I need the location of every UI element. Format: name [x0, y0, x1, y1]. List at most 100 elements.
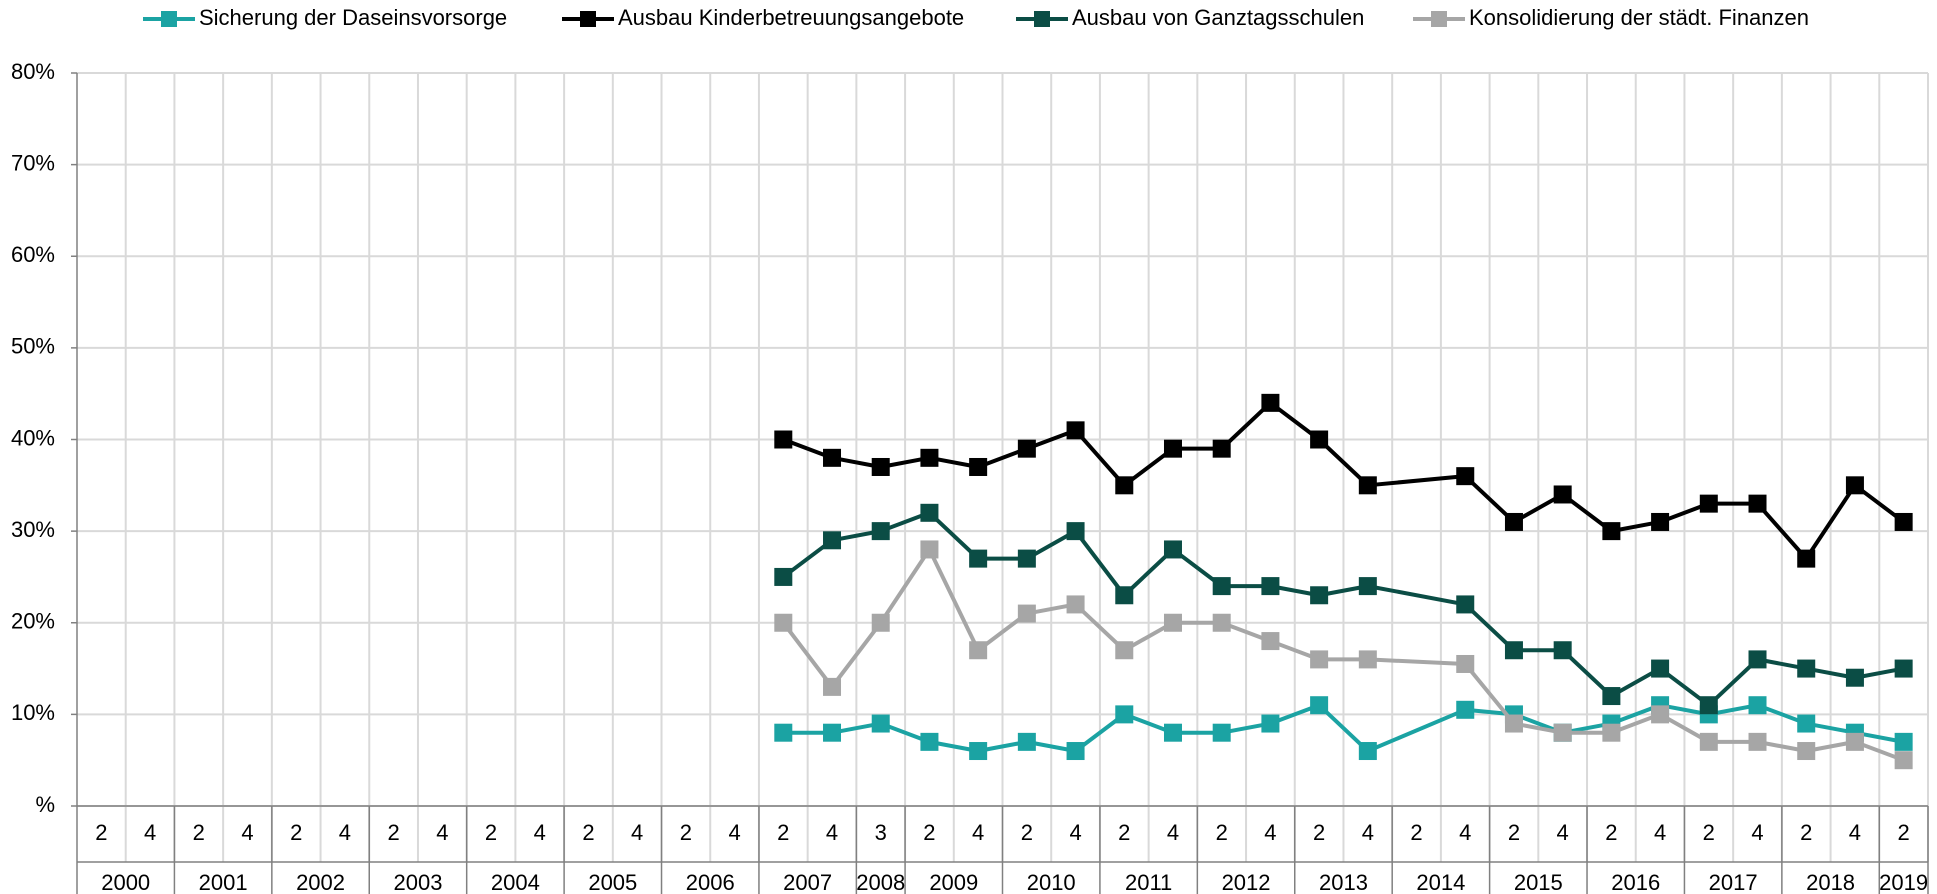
marker: [1261, 632, 1280, 651]
marker: [1115, 641, 1134, 660]
x-tick-label: 2: [582, 820, 594, 845]
year-label: 2002: [296, 870, 345, 894]
marker: [823, 448, 842, 467]
x-tick-label: 2: [387, 820, 399, 845]
marker: [1261, 577, 1280, 596]
y-tick-label: 40%: [11, 425, 55, 450]
marker: [1748, 696, 1767, 715]
marker: [774, 567, 793, 586]
y-tick-label: %: [35, 792, 55, 817]
marker: [1310, 696, 1329, 715]
marker: [1212, 577, 1231, 596]
marker: [1115, 476, 1134, 495]
marker: [1456, 700, 1475, 719]
x-tick-label: 2: [680, 820, 692, 845]
marker: [1017, 732, 1036, 751]
marker: [1504, 512, 1523, 531]
legend-label: Sicherung der Daseinsvorsorge: [199, 5, 507, 30]
x-tick-label: 4: [728, 820, 740, 845]
x-tick-label: 2: [485, 820, 497, 845]
marker: [1163, 613, 1182, 632]
x-tick-label: 4: [436, 820, 448, 845]
marker: [1699, 696, 1718, 715]
legend-label: Ausbau Kinderbetreuungsangebote: [618, 5, 964, 30]
marker: [1797, 742, 1816, 761]
marker: [1553, 485, 1572, 504]
year-label: 2003: [393, 870, 442, 894]
x-tick-label: 2: [1021, 820, 1033, 845]
y-tick-label: 10%: [11, 700, 55, 725]
marker: [1261, 393, 1280, 412]
marker: [1797, 714, 1816, 733]
year-label: 2015: [1514, 870, 1563, 894]
marker: [969, 549, 988, 568]
y-tick-label: 30%: [11, 517, 55, 542]
year-label: 2001: [199, 870, 248, 894]
x-tick-label: 4: [534, 820, 546, 845]
x-tick-label: 4: [972, 820, 984, 845]
marker: [1310, 586, 1329, 605]
marker: [823, 723, 842, 742]
x-tick-label: 2: [1703, 820, 1715, 845]
marker: [1358, 476, 1377, 495]
marker: [1163, 439, 1182, 458]
x-tick-label: 4: [1362, 820, 1374, 845]
marker: [1163, 540, 1182, 559]
marker: [823, 531, 842, 550]
x-tick-label: 4: [1557, 820, 1569, 845]
year-label: 2012: [1222, 870, 1271, 894]
x-tick-label: 2: [1410, 820, 1422, 845]
x-tick-label: 4: [631, 820, 643, 845]
marker: [1699, 732, 1718, 751]
x-tick-label: 4: [1264, 820, 1276, 845]
marker: [1456, 467, 1475, 486]
legend-marker: [161, 11, 177, 27]
y-tick-label: 70%: [11, 150, 55, 175]
marker: [1845, 476, 1864, 495]
marker: [871, 613, 890, 632]
marker: [1017, 439, 1036, 458]
marker: [1358, 742, 1377, 761]
marker: [1651, 705, 1670, 724]
year-label: 2005: [588, 870, 637, 894]
x-tick-label: 3: [875, 820, 887, 845]
marker: [1456, 595, 1475, 614]
marker: [1797, 549, 1816, 568]
marker: [1602, 723, 1621, 742]
marker: [1066, 742, 1085, 761]
marker: [871, 457, 890, 476]
marker: [1699, 494, 1718, 513]
year-label: 2006: [686, 870, 735, 894]
marker: [1894, 512, 1913, 531]
marker: [871, 522, 890, 541]
marker: [1261, 714, 1280, 733]
year-label: 2014: [1416, 870, 1465, 894]
year-label: 2018: [1806, 870, 1855, 894]
year-label: 2004: [491, 870, 540, 894]
marker: [1504, 641, 1523, 660]
year-label: 2000: [101, 870, 150, 894]
marker: [1310, 430, 1329, 449]
year-label: 2011: [1125, 870, 1172, 894]
marker: [1602, 522, 1621, 541]
legend-label: Ausbau von Ganztagsschulen: [1072, 5, 1364, 30]
x-tick-label: 4: [1167, 820, 1179, 845]
marker: [1066, 421, 1085, 440]
marker: [1797, 659, 1816, 678]
marker: [1651, 659, 1670, 678]
x-tick-label: 2: [777, 820, 789, 845]
marker: [1212, 723, 1231, 742]
legend-marker: [580, 11, 596, 27]
year-label: 2008: [856, 870, 905, 894]
x-tick-label: 4: [1654, 820, 1666, 845]
x-tick-label: 2: [1605, 820, 1617, 845]
year-label: 2007: [783, 870, 832, 894]
x-tick-label: 4: [826, 820, 838, 845]
year-label: 2010: [1027, 870, 1076, 894]
x-tick-label: 2: [1118, 820, 1130, 845]
x-tick-label: 2: [923, 820, 935, 845]
marker: [920, 732, 939, 751]
marker: [1602, 687, 1621, 706]
legend-marker: [1034, 11, 1050, 27]
